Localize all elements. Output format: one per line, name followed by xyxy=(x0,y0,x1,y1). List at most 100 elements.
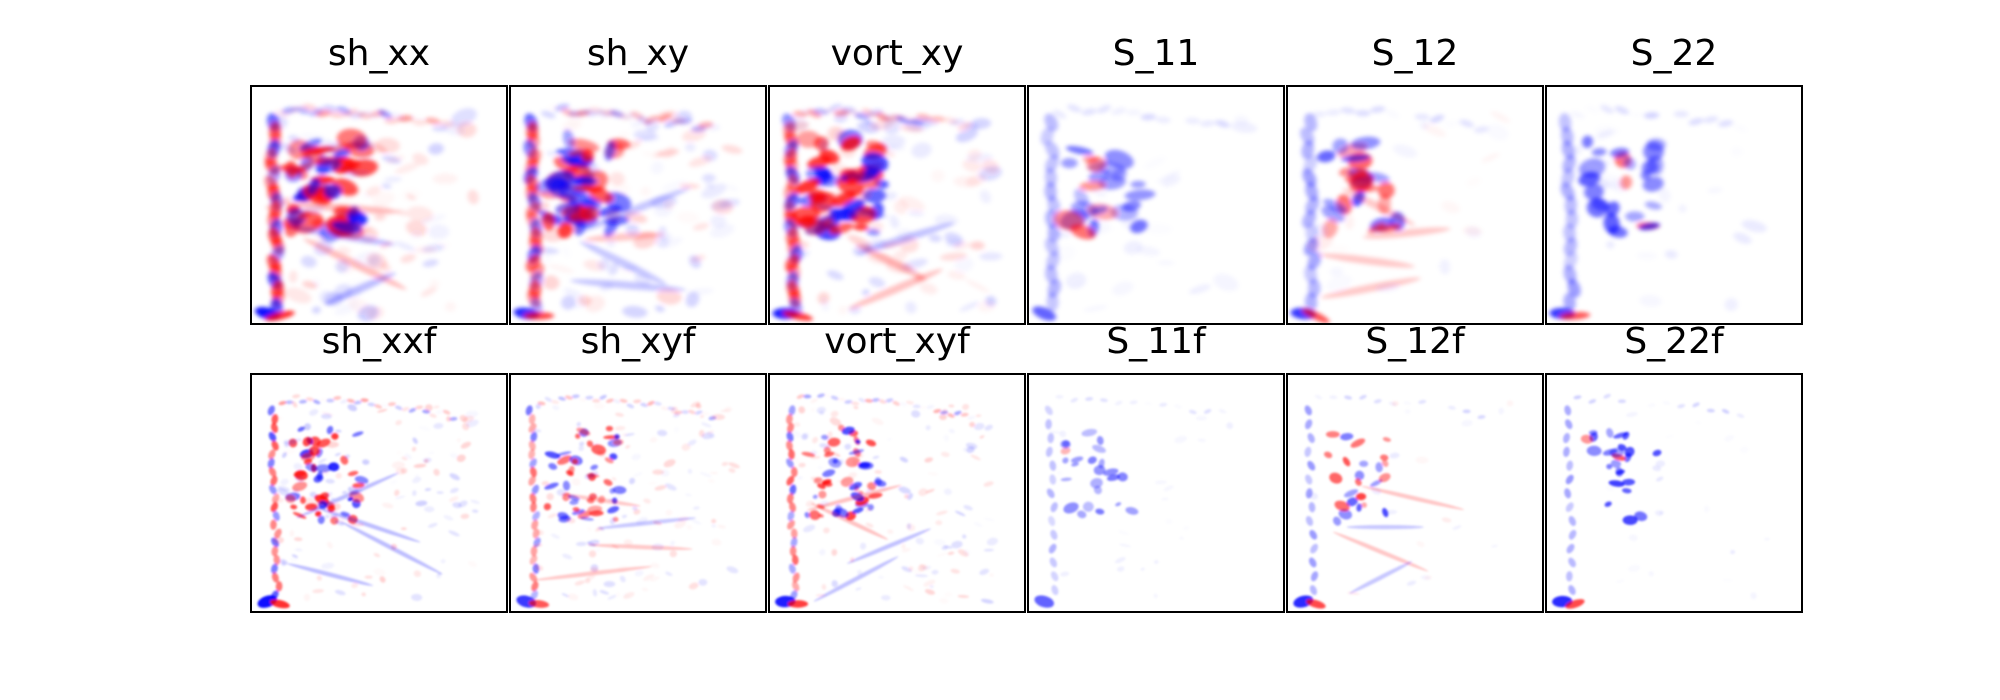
contour-cell xyxy=(302,103,318,112)
background-cell xyxy=(1060,571,1070,577)
background-cell xyxy=(711,538,722,546)
core-cell xyxy=(1350,136,1381,150)
core-cell xyxy=(1624,446,1635,457)
contour-cell xyxy=(1215,119,1230,128)
core-cell xyxy=(1606,428,1614,438)
background-cell xyxy=(334,520,345,526)
contour-cell xyxy=(1340,107,1356,114)
core-cell xyxy=(1346,497,1358,507)
corner-cell xyxy=(1032,306,1057,321)
streak-cell xyxy=(287,563,374,586)
contour-cell xyxy=(1052,109,1067,119)
background-cell xyxy=(612,150,625,160)
background-cell xyxy=(1671,179,1684,189)
background-cell xyxy=(1196,416,1207,421)
heatmap-image xyxy=(255,103,479,322)
background-cell xyxy=(831,549,838,556)
background-cell xyxy=(936,552,949,558)
background-cell xyxy=(1161,497,1169,500)
background-cell xyxy=(1636,251,1657,260)
stem-cell xyxy=(1045,154,1059,173)
core-cell xyxy=(821,434,829,440)
core-cell xyxy=(1350,438,1366,448)
background-cell xyxy=(321,562,335,570)
background-cell xyxy=(900,125,924,133)
stem-cell xyxy=(1044,113,1059,132)
stem-cell xyxy=(530,590,539,601)
contour-cell xyxy=(309,107,324,117)
contour-cell xyxy=(1400,113,1415,120)
background-cell xyxy=(805,500,815,508)
background-cell xyxy=(289,530,295,537)
core-cell xyxy=(829,222,854,235)
stem-cell xyxy=(1305,196,1320,215)
background-cell xyxy=(712,413,726,421)
stem-cell xyxy=(1304,419,1313,430)
stem-cell xyxy=(1304,113,1318,132)
background-cell xyxy=(1157,260,1174,265)
contour-cell xyxy=(1462,409,1471,414)
stem-cell xyxy=(1046,292,1059,312)
background-cell xyxy=(1575,164,1587,176)
background-cell xyxy=(1723,433,1735,443)
background-cell xyxy=(325,478,335,484)
background-cell xyxy=(412,476,422,484)
background-cell xyxy=(872,455,880,459)
contour-cell xyxy=(425,117,441,125)
heatmap-image xyxy=(1549,104,1767,320)
background-cell xyxy=(428,451,435,454)
heatmap-panel xyxy=(250,373,508,613)
core-cell xyxy=(612,485,627,494)
background-cell xyxy=(893,199,908,215)
stem-cell xyxy=(532,511,541,521)
background-cell xyxy=(344,454,351,459)
background-cell xyxy=(947,270,966,280)
streak-cell xyxy=(846,528,932,564)
core-cell xyxy=(849,482,862,491)
background-cell xyxy=(1484,121,1512,144)
heatmap-panel xyxy=(768,85,1026,325)
background-cell xyxy=(1142,153,1168,171)
background-cell xyxy=(959,301,980,312)
background-cell xyxy=(967,149,982,160)
background-cell xyxy=(918,488,928,497)
contour-cell xyxy=(929,115,945,123)
background-cell xyxy=(272,273,284,288)
contour-cell xyxy=(333,396,342,400)
background-cell xyxy=(1656,476,1664,482)
background-cell xyxy=(460,513,470,519)
background-cell xyxy=(324,514,330,519)
core-cell xyxy=(571,176,598,186)
background-cell xyxy=(1724,298,1739,312)
contour-cell xyxy=(796,394,805,399)
core-cell xyxy=(565,470,574,477)
background-cell xyxy=(1121,213,1139,230)
background-cell xyxy=(537,529,544,536)
background-cell xyxy=(887,529,894,534)
background-cell xyxy=(273,498,284,504)
heatmap-image xyxy=(1293,394,1514,609)
stem-cell xyxy=(1302,210,1317,229)
background-cell xyxy=(594,528,600,532)
core-cell xyxy=(855,439,861,445)
background-cell xyxy=(1136,245,1161,257)
background-cell xyxy=(615,412,624,417)
core-cell xyxy=(557,512,569,520)
core-cell xyxy=(848,449,864,455)
background-cell xyxy=(575,541,587,547)
heatmap-image xyxy=(1032,104,1258,321)
background-cell xyxy=(452,502,462,509)
stem-cell xyxy=(1568,516,1577,526)
background-cell xyxy=(283,439,297,445)
contour-cell xyxy=(415,405,424,410)
background-cell xyxy=(309,409,319,416)
background-cell xyxy=(793,457,800,464)
background-cell xyxy=(899,456,909,463)
background-cell xyxy=(899,196,926,212)
background-cell xyxy=(785,249,810,261)
panel-title: S_11 xyxy=(1112,33,1200,74)
heatmap-panel xyxy=(1545,85,1803,325)
background-cell xyxy=(1213,273,1239,292)
background-cell xyxy=(692,222,710,231)
background-cell xyxy=(726,566,739,574)
